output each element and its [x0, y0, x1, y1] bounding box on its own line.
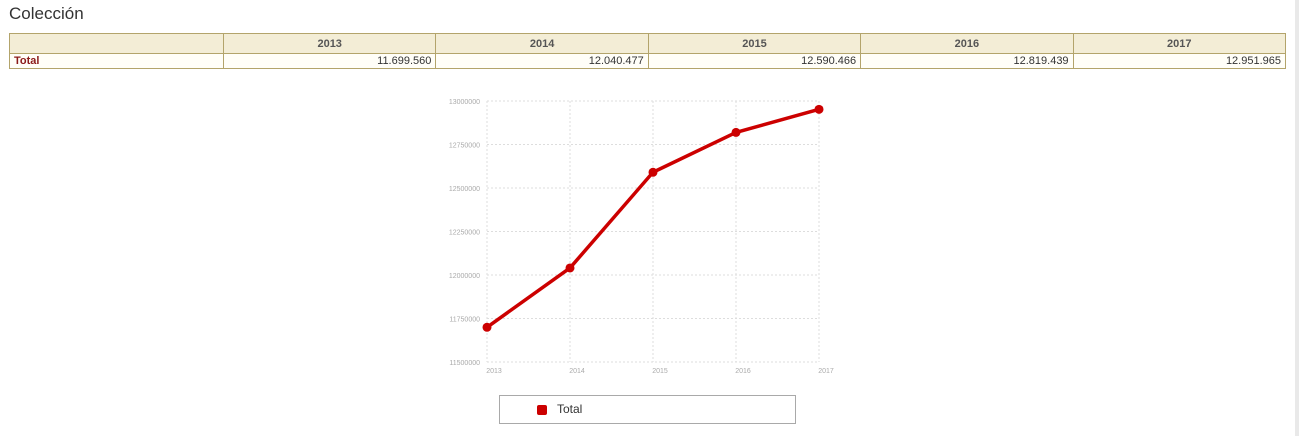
- y-tick-label: 12000000: [449, 273, 480, 280]
- table-cell: 12.040.477: [435, 53, 649, 69]
- x-tick-label: 2015: [652, 368, 668, 375]
- y-tick-label: 12750000: [449, 143, 480, 150]
- chart-legend: Total: [499, 395, 796, 424]
- data-point: [482, 322, 492, 332]
- data-point: [731, 127, 741, 137]
- table-row: Total 11.699.560 12.040.477 12.590.466 1…: [9, 53, 1287, 69]
- scrollbar-track[interactable]: [1295, 0, 1299, 436]
- data-point: [814, 104, 824, 114]
- data-table: 2013 2014 2015 2016 2017 Total 11.699.56…: [9, 33, 1287, 69]
- table-cell: 11.699.560: [222, 53, 437, 69]
- table-header-year: 2014: [435, 33, 649, 54]
- legend-swatch-total: [537, 405, 547, 415]
- table-header-row: 2013 2014 2015 2016 2017: [9, 33, 1287, 54]
- page-title: Colección: [9, 4, 84, 23]
- y-tick-label: 12500000: [449, 186, 480, 193]
- data-point: [648, 167, 658, 177]
- y-tick-label: 11500000: [449, 360, 480, 367]
- x-tick-label: 2017: [818, 368, 834, 375]
- table-header-year: 2016: [860, 33, 1074, 54]
- table-header-year: 2017: [1072, 33, 1287, 54]
- y-tick-label: 12250000: [449, 230, 480, 237]
- table-cell: 12.590.466: [647, 53, 862, 69]
- row-label-total: Total: [9, 53, 224, 69]
- table-cell: 12.951.965: [1072, 53, 1287, 69]
- y-tick-label: 13000000: [449, 99, 480, 106]
- data-point: [565, 263, 575, 273]
- y-tick-label: 11750000: [449, 317, 480, 324]
- table-header-year: 2013: [222, 33, 437, 54]
- legend-label-total: Total: [557, 402, 583, 416]
- table-cell: 12.819.439: [860, 53, 1074, 69]
- x-tick-label: 2016: [735, 368, 751, 375]
- x-tick-label: 2013: [486, 368, 502, 375]
- x-tick-label: 2014: [569, 368, 585, 375]
